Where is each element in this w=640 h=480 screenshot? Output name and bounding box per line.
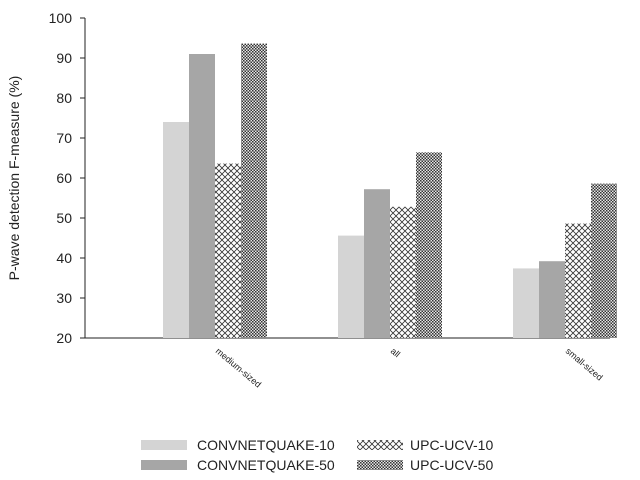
- y-axis-label: P-wave detection F-measure (%): [6, 76, 22, 281]
- bar-convnetquake-50-all: [364, 189, 390, 338]
- y-tick-label: 20: [56, 330, 72, 346]
- x-tick-label: all: [389, 346, 402, 359]
- legend-label: CONVNETQUAKE-50: [197, 457, 335, 473]
- legend-label: CONVNETQUAKE-10: [197, 437, 335, 453]
- legend-swatch: [141, 440, 187, 450]
- bar-upc-ucv-50-medium-sized: [241, 43, 267, 338]
- bar-convnetquake-50-small-sized: [539, 261, 565, 338]
- y-tick-label: 70: [56, 130, 72, 146]
- y-tick-label: 50: [56, 210, 72, 226]
- bar-convnetquake-10-all: [338, 235, 364, 338]
- legend-swatch: [357, 440, 403, 450]
- legend-swatch: [357, 460, 403, 470]
- y-tick-label: 30: [56, 290, 72, 306]
- bar-upc-ucv-10-small-sized: [565, 223, 591, 338]
- bar-convnetquake-50-medium-sized: [189, 54, 215, 338]
- bar-upc-ucv-10-medium-sized: [215, 163, 241, 338]
- legend: CONVNETQUAKE-10 CONVNETQUAKE-50 UPC-UCV-10…: [141, 437, 493, 473]
- y-axis: 20 30 40 50 60 70 80 90 100: [49, 10, 86, 346]
- y-tick-label: 80: [56, 90, 72, 106]
- x-tick-label: medium-sized: [214, 346, 263, 390]
- bar-upc-ucv-50-small-sized: [591, 183, 617, 338]
- y-tick-label: 40: [56, 250, 72, 266]
- bar-upc-ucv-50-all: [416, 152, 442, 338]
- bar-convnetquake-10-medium-sized: [163, 122, 189, 338]
- bar-convnetquake-10-small-sized: [513, 268, 539, 338]
- bar-upc-ucv-10-all: [390, 206, 416, 338]
- legend-label: UPC-UCV-10: [410, 437, 493, 453]
- x-tick-label: small-sized: [564, 346, 605, 383]
- x-axis: medium-sized all small-sized: [85, 337, 610, 390]
- legend-swatch: [141, 460, 187, 470]
- legend-label: UPC-UCV-50: [410, 457, 493, 473]
- y-tick-label: 90: [56, 50, 72, 66]
- bars: [163, 43, 617, 338]
- y-tick-label: 100: [49, 10, 73, 26]
- y-tick-label: 60: [56, 170, 72, 186]
